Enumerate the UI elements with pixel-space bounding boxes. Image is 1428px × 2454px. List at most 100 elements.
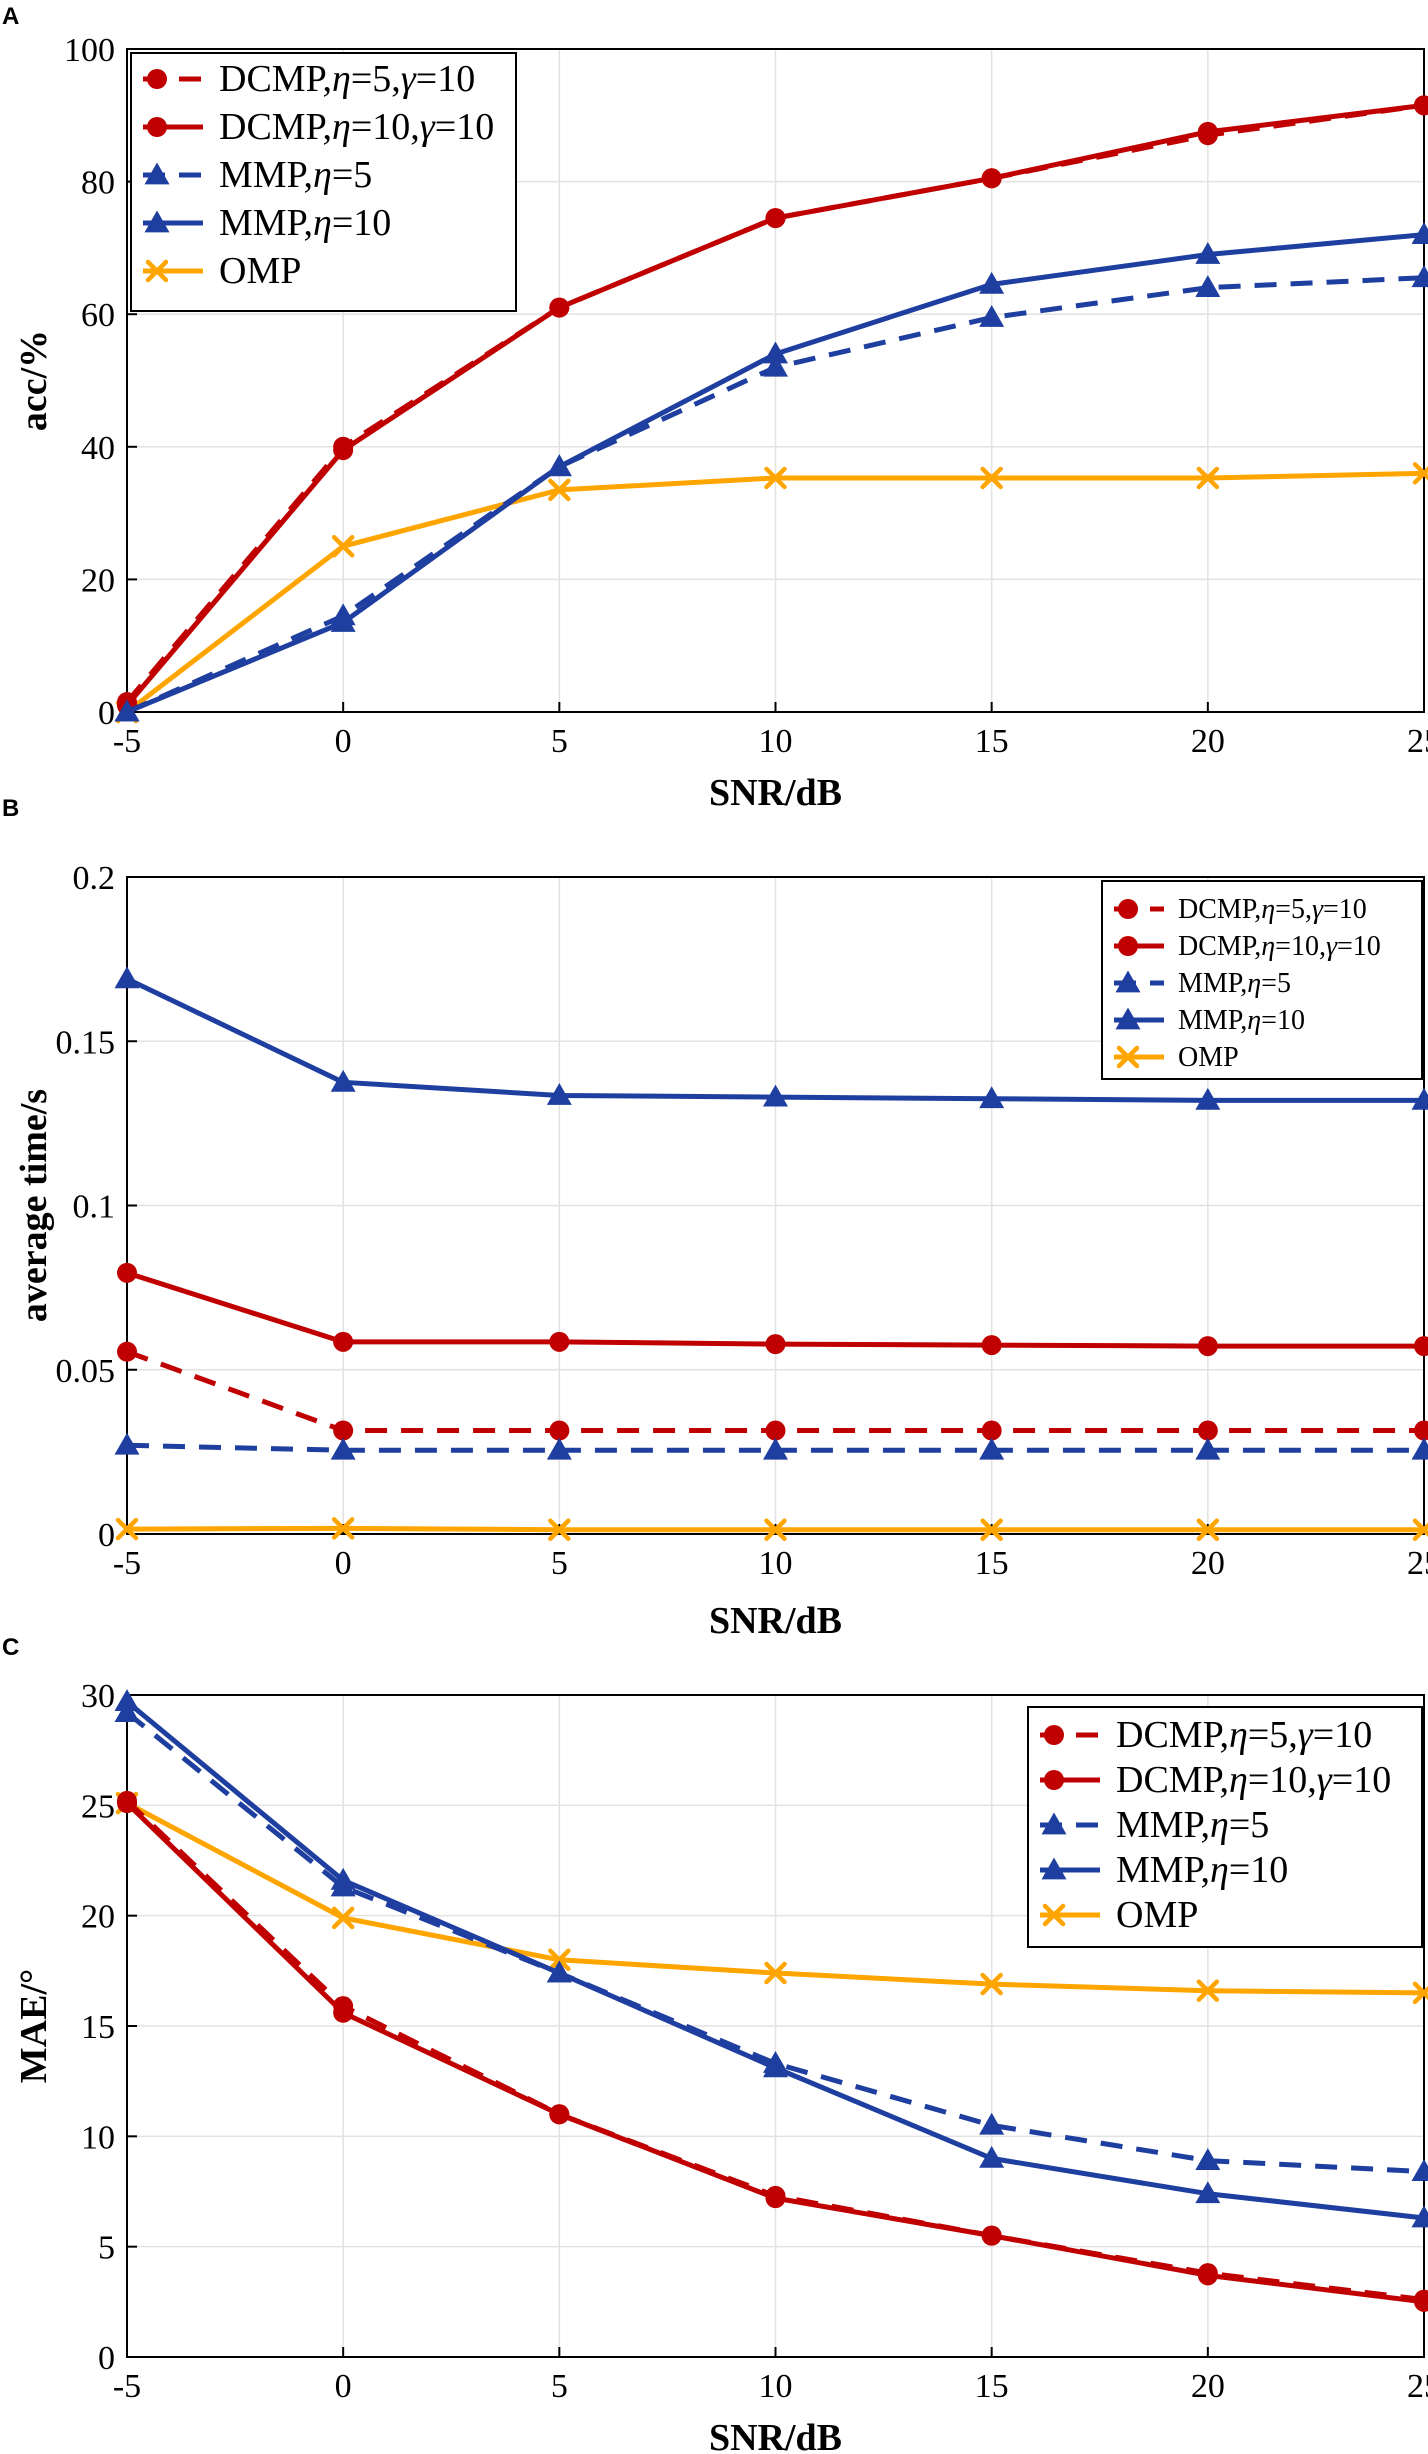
x-tick-label: 0 xyxy=(335,1545,352,1582)
legend-entry: DCMP,η=10,γ=10 xyxy=(1178,931,1381,962)
x-axis-label-a: SNR/dB xyxy=(709,772,842,814)
data-point-circle xyxy=(1414,1336,1428,1357)
y-tick-label: 0.1 xyxy=(73,1189,116,1226)
data-point-x xyxy=(1412,1981,1428,2005)
series-0 xyxy=(117,1790,1428,2310)
data-point-circle xyxy=(1197,2263,1218,2284)
legend-entry: MMP,η=10 xyxy=(219,202,391,244)
legend-marker-triangle xyxy=(144,210,170,233)
y-tick-label: 20 xyxy=(81,1899,115,1936)
legend-entry: MMP,η=10 xyxy=(1178,1005,1305,1036)
data-point-triangle xyxy=(114,699,140,722)
panel-b: B -5051015202500.050.10.150.2 SNR/dB ave… xyxy=(2,795,1428,1642)
x-tick-label: -5 xyxy=(113,723,141,760)
series-0 xyxy=(117,95,1428,713)
legend-entry: DCMP,η=10,γ=10 xyxy=(1116,1759,1391,1801)
legend-marker-circle xyxy=(1044,1725,1064,1745)
data-point-circle xyxy=(549,1331,570,1352)
ticks-c: -50510152025051015202530 xyxy=(81,1678,1428,2405)
data-point-triangle xyxy=(1411,1087,1428,1110)
legend-entry: MMP,η=5 xyxy=(219,154,372,196)
series-2 xyxy=(114,1432,1428,1460)
data-point-triangle xyxy=(1411,1437,1428,1460)
x-tick-label: 20 xyxy=(1191,2368,1225,2405)
data-point-triangle xyxy=(114,1700,140,1723)
series-b xyxy=(114,966,1428,1541)
data-point-triangle xyxy=(546,1082,572,1105)
legend-entry: MMP,η=5 xyxy=(1178,968,1291,999)
data-point-x xyxy=(548,1948,571,1972)
data-point-triangle xyxy=(1411,222,1428,245)
x-tick-label: -5 xyxy=(113,2368,141,2405)
legend-marker-circle xyxy=(1118,936,1138,956)
data-point-triangle xyxy=(1195,2181,1221,2204)
data-point-circle xyxy=(981,1335,1002,1356)
data-point-circle xyxy=(981,2225,1002,2246)
legend-marker-triangle xyxy=(1041,1812,1067,1835)
data-point-triangle xyxy=(1195,275,1221,298)
data-point-x xyxy=(980,1972,1003,1996)
y-tick-label: 60 xyxy=(81,297,115,334)
data-point-circle xyxy=(765,1334,786,1355)
legend-entry: MMP,η=5 xyxy=(1116,1804,1269,1846)
data-point-triangle xyxy=(1411,265,1428,288)
data-point-circle xyxy=(765,2185,786,2206)
y-tick-label: 30 xyxy=(81,1678,115,1715)
data-point-triangle xyxy=(1411,2205,1428,2228)
x-tick-label: 10 xyxy=(759,1545,793,1582)
data-point-x xyxy=(764,1518,787,1541)
data-point-x xyxy=(1412,1518,1428,1541)
y-tick-label: 0 xyxy=(98,2340,115,2377)
panel-a: A -50510152025020406080100 SNR/dB acc/% … xyxy=(2,3,1428,814)
data-point-circle xyxy=(549,1420,570,1441)
data-point-triangle xyxy=(546,454,572,477)
panel-letter-c: C xyxy=(2,1634,19,1661)
data-point-circle xyxy=(1197,1336,1218,1357)
data-point-triangle xyxy=(979,2145,1005,2168)
data-point-x xyxy=(331,535,355,558)
data-point-triangle xyxy=(114,1432,140,1455)
legend-marker-circle xyxy=(147,117,167,137)
data-point-circle xyxy=(1414,95,1428,116)
data-point-triangle xyxy=(979,2112,1005,2135)
series-2 xyxy=(114,1700,1428,2182)
y-tick-label: 25 xyxy=(81,1788,115,1825)
legend-c: DCMP,η=5,γ=10DCMP,η=10,γ=10MMP,η=5MMP,η=… xyxy=(1027,1706,1423,1948)
x-tick-label: 5 xyxy=(551,723,568,760)
legend-marker-triangle xyxy=(1115,970,1141,993)
legend-marker-circle xyxy=(1118,899,1138,919)
y-tick-label: 15 xyxy=(81,2009,115,2046)
data-point-x xyxy=(548,1518,571,1541)
y-tick-label: 40 xyxy=(81,430,115,467)
series-a xyxy=(114,95,1428,724)
y-tick-label: 10 xyxy=(81,2119,115,2156)
legend-box xyxy=(1101,880,1423,1080)
legend-marker-circle xyxy=(1044,1770,1064,1790)
panel-c: C -50510152025051015202530 SNR/dB MAE/° … xyxy=(2,1634,1428,2454)
x-tick-label: 25 xyxy=(1407,723,1428,760)
data-point-circle xyxy=(765,208,786,229)
y-tick-label: 80 xyxy=(81,165,115,202)
ticks-a: -50510152025020406080100 xyxy=(64,32,1428,760)
data-point-triangle xyxy=(546,1437,572,1460)
data-point-circle xyxy=(333,1331,354,1352)
y-tick-label: 0.15 xyxy=(56,1024,116,1061)
x-tick-label: 15 xyxy=(975,1545,1009,1582)
data-point-triangle xyxy=(1195,242,1221,264)
x-tick-label: 20 xyxy=(1191,723,1225,760)
data-point-triangle xyxy=(763,1437,788,1460)
x-axis-label-c: SNR/dB xyxy=(709,2417,842,2454)
y-tick-label: 0 xyxy=(98,1517,115,1554)
legend-entry: OMP xyxy=(219,250,301,292)
legend-entry: MMP,η=10 xyxy=(1116,1849,1288,1891)
legend-marker-x xyxy=(1116,1045,1140,1069)
data-point-triangle xyxy=(330,1069,356,1092)
data-point-triangle xyxy=(763,341,788,364)
data-point-triangle xyxy=(114,1689,140,1711)
data-point-triangle xyxy=(979,1086,1005,1109)
data-point-circle xyxy=(1197,1420,1218,1441)
y-tick-label: 0.05 xyxy=(56,1353,116,1390)
x-tick-label: 0 xyxy=(335,723,352,760)
legend-marker-triangle xyxy=(144,162,170,185)
